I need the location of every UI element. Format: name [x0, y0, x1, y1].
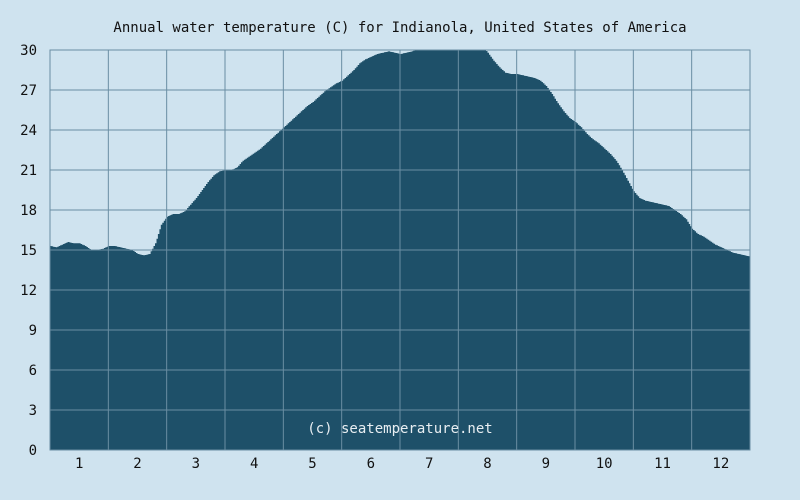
x-tick-label: 9 — [542, 456, 550, 472]
y-tick-label: 0 — [29, 443, 37, 459]
credit-text: (c) seatemperature.net — [307, 421, 492, 437]
y-tick-label: 3 — [29, 403, 37, 419]
x-tick-label: 7 — [425, 456, 433, 472]
x-axis: 1 2 3 4 5 6 7 8 9 10 11 12 — [75, 456, 729, 472]
x-tick-label: 1 — [75, 456, 83, 472]
plot-frame — [49, 49, 751, 451]
y-tick-label: 18 — [20, 203, 37, 219]
x-tick-label: 12 — [712, 456, 729, 472]
x-tick-label: 4 — [250, 456, 258, 472]
chart-title: Annual water temperature (C) for Indiano… — [113, 20, 686, 36]
y-tick-label: 27 — [20, 83, 37, 99]
x-tick-label: 11 — [654, 456, 671, 472]
x-tick-label: 5 — [308, 456, 316, 472]
x-tick-label: 2 — [133, 456, 141, 472]
y-tick-label: 30 — [20, 43, 37, 59]
x-tick-label: 6 — [367, 456, 375, 472]
plot-area — [49, 49, 751, 451]
x-tick-label: 3 — [192, 456, 200, 472]
y-axis: 0 3 6 9 12 15 18 21 24 27 30 — [20, 43, 37, 459]
y-tick-label: 15 — [20, 243, 37, 259]
y-tick-label: 12 — [20, 283, 37, 299]
x-tick-label: 10 — [596, 456, 613, 472]
y-tick-label: 24 — [20, 123, 37, 139]
x-tick-label: 8 — [483, 456, 491, 472]
y-tick-label: 21 — [20, 163, 37, 179]
y-tick-label: 9 — [29, 323, 37, 339]
y-tick-label: 6 — [29, 363, 37, 379]
